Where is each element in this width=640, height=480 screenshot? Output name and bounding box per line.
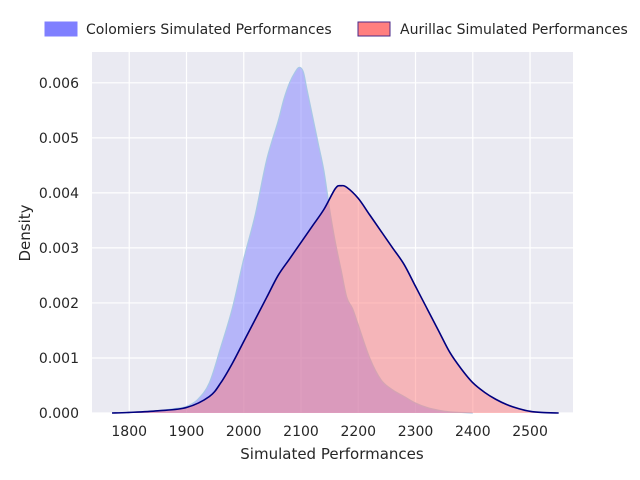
series-area-0 <box>112 67 473 413</box>
x-tick-label: 2200 <box>340 424 376 440</box>
series-line-1 <box>112 184 559 414</box>
x-tick-label: 2100 <box>283 424 319 440</box>
y-axis-label: Density <box>16 204 34 261</box>
x-tick-label: 2300 <box>398 424 434 440</box>
y-tick-label: 0.001 <box>39 351 79 367</box>
y-tick-label: 0.003 <box>39 241 79 257</box>
y-axis-ticks: 0.000 0.001 0.002 0.003 0.004 0.005 0.006 <box>39 76 79 422</box>
legend-swatch-aurillac <box>357 21 391 37</box>
x-tick-label: 2000 <box>226 424 262 440</box>
x-tick-label: 2500 <box>512 424 548 440</box>
series-area-1 <box>112 185 559 413</box>
x-axis-ticks: 1800 1900 2000 2100 2200 2300 2400 2500 <box>111 424 547 440</box>
y-tick-label: 0.000 <box>39 406 79 422</box>
legend-label-colomiers: Colomiers Simulated Performances <box>86 22 332 38</box>
y-tick-label: 0.006 <box>39 76 79 92</box>
x-tick-label: 1900 <box>169 424 205 440</box>
x-tick-label: 1800 <box>111 424 147 440</box>
legend: Colomiers Simulated Performances Aurilla… <box>44 21 628 38</box>
x-tick-label: 2400 <box>455 424 491 440</box>
x-axis-label: Simulated Performances <box>240 445 424 463</box>
y-tick-label: 0.002 <box>39 296 79 312</box>
y-tick-label: 0.004 <box>39 186 79 202</box>
y-tick-label: 0.005 <box>39 131 79 147</box>
legend-swatch-colomiers <box>44 21 78 37</box>
legend-label-aurillac: Aurillac Simulated Performances <box>400 22 628 38</box>
series-layer <box>112 66 559 414</box>
